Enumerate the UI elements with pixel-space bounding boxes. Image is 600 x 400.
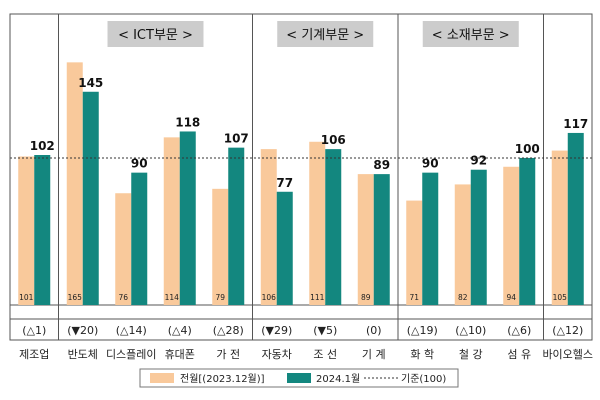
- data-label-prev: 94: [506, 293, 516, 302]
- change-labels: (△1) (▼20) (△14) (△4) (△28) (▼29) (▼5) (0) (△19)…: [22, 324, 583, 337]
- legend-swatch-current: [287, 373, 311, 383]
- category-label: 휴대폰: [165, 348, 195, 361]
- bar-prev-month: [212, 188, 229, 305]
- category-label: 제조업: [19, 348, 49, 361]
- category-label: 디스플레이: [106, 348, 157, 361]
- value-labels: 102 145 90 118 107 77 106 89 90 92 100 117: [30, 76, 589, 190]
- outer-frame: [9, 13, 593, 341]
- bar-current-month: [131, 172, 148, 305]
- change-label: (▼29): [261, 324, 292, 337]
- category-label: 철 강: [459, 348, 483, 361]
- bar-prev-month: [66, 62, 83, 306]
- bar-current-month: [519, 157, 536, 305]
- section-header-box: [277, 21, 374, 47]
- bar-prev-month: [115, 193, 132, 305]
- category-label: 바이오헬스: [542, 348, 593, 361]
- prev-month-labels: 101 165 76 114 79 106 111 89 71 82 94 105: [19, 293, 567, 302]
- change-label: (▼5): [313, 324, 337, 337]
- legend-label-prev: 전월[(2023.12월)]: [180, 373, 265, 385]
- data-label-current: 118: [175, 115, 200, 129]
- bar-current-month: [82, 91, 99, 305]
- category-label: 기 계: [362, 348, 386, 361]
- legend-label-current: 2024.1월: [316, 373, 360, 385]
- bar-current-month: [567, 132, 584, 305]
- category-label: 반도체: [68, 348, 98, 361]
- bar-prev-month: [260, 149, 277, 305]
- change-label: (△19): [407, 324, 438, 337]
- chart-frame: [9, 13, 593, 341]
- section-headers: < ICT부문 > < 기계부문 > < 소재부문 >: [107, 21, 519, 47]
- category-labels: 제조업 반도체 디스플레이 휴대폰 가 전 자동차 조 선 기 계 화 학 철 강 섬 유 바이오헬스: [19, 348, 593, 361]
- bar-prev-month: [357, 174, 374, 305]
- bar-current-month: [373, 174, 390, 305]
- data-label-prev: 111: [310, 293, 325, 302]
- category-label: 자동차: [262, 348, 292, 361]
- bar-current-month: [34, 155, 51, 305]
- data-label-prev: 79: [215, 293, 225, 302]
- category-label: 가 전: [216, 348, 240, 361]
- bar-current-month: [228, 147, 245, 305]
- data-label-prev: 76: [118, 293, 128, 302]
- section-header-label: < 소재부문 >: [432, 28, 510, 43]
- bar-prev-month: [163, 137, 180, 305]
- data-label-current: 77: [276, 176, 293, 190]
- data-label-current: 90: [131, 157, 148, 171]
- category-label: 섬 유: [507, 348, 531, 361]
- change-label: (△10): [455, 324, 486, 337]
- data-label-current: 90: [422, 157, 439, 171]
- bar-current-month: [179, 131, 196, 305]
- data-label-current: 117: [563, 117, 588, 131]
- bar-prev-month: [18, 156, 35, 305]
- change-label: (▼20): [67, 324, 98, 337]
- legend-label-baseline: 기준(100): [401, 373, 446, 385]
- legend: 전월[(2023.12월)] 2024.1월 기준(100): [139, 368, 459, 388]
- data-label-prev: 101: [19, 293, 34, 302]
- data-label-prev: 105: [553, 293, 568, 302]
- section-header-label: < ICT부문 >: [118, 28, 193, 43]
- data-label-prev: 165: [68, 293, 83, 302]
- bar-prev-month: [503, 166, 520, 305]
- bar-prev-month: [551, 150, 568, 305]
- change-label: (△12): [552, 324, 583, 337]
- bar-current-month: [276, 191, 293, 305]
- data-label-current: 145: [78, 76, 103, 90]
- data-label-prev: 71: [409, 293, 419, 302]
- bar-current-month: [325, 149, 342, 305]
- bar-prev-month: [309, 141, 326, 305]
- section-header-box: [107, 21, 204, 47]
- bars: [18, 62, 584, 306]
- change-label: (△6): [507, 324, 531, 337]
- change-label: (△28): [213, 324, 244, 337]
- bar-current-month: [422, 172, 439, 305]
- category-label: 조 선: [313, 348, 337, 361]
- bar-current-month: [470, 169, 487, 305]
- bar-prev-month: [406, 200, 423, 305]
- change-label: (△1): [22, 324, 46, 337]
- data-label-current: 102: [30, 139, 55, 153]
- data-label-current: 92: [470, 154, 487, 168]
- data-label-prev: 82: [458, 293, 468, 302]
- legend-swatch-prev: [150, 373, 174, 383]
- category-label: 화 학: [410, 348, 434, 361]
- section-header-label: < 기계부문 >: [286, 28, 364, 43]
- data-label-prev: 89: [361, 293, 371, 302]
- data-label-current: 100: [515, 142, 540, 156]
- change-label: (△4): [168, 324, 192, 337]
- data-label-current: 89: [373, 158, 390, 172]
- change-label: (△14): [116, 324, 147, 337]
- data-label-current: 106: [321, 133, 346, 147]
- section-header-box: [422, 21, 519, 47]
- data-label-current: 107: [224, 132, 249, 146]
- bar-prev-month: [454, 184, 471, 305]
- change-label: (0): [366, 324, 382, 337]
- data-label-prev: 114: [165, 293, 180, 302]
- data-label-prev: 106: [262, 293, 277, 302]
